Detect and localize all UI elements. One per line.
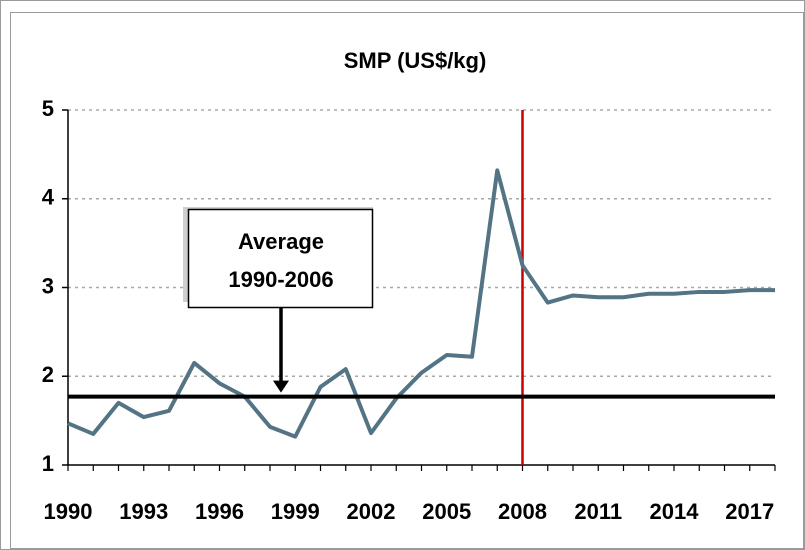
x-tick-label: 2011 bbox=[574, 499, 622, 524]
annotation: Average 1990-2006 bbox=[183, 207, 374, 309]
x-tick-label: 1990 bbox=[44, 499, 93, 524]
annotation-box bbox=[187, 208, 374, 309]
x-tick-label: 2017 bbox=[725, 499, 774, 524]
x-tick-label: 2005 bbox=[422, 499, 471, 524]
x-tick-label: 2014 bbox=[650, 499, 700, 524]
annotation-text: 1990-2006 bbox=[228, 267, 333, 292]
annotation-arrowhead bbox=[273, 380, 289, 393]
x-tick-label: 2002 bbox=[347, 499, 396, 524]
y-tick-label: 4 bbox=[42, 185, 55, 210]
annotation-text: Average bbox=[238, 229, 324, 254]
y-tick-label: 5 bbox=[42, 96, 54, 121]
x-tick-label: 1996 bbox=[195, 499, 244, 524]
y-tick-label: 2 bbox=[42, 362, 54, 387]
x-tick-label: 1999 bbox=[271, 499, 320, 524]
inner-frame bbox=[10, 12, 804, 549]
y-tick-label: 1 bbox=[42, 451, 54, 476]
x-tick-label: 2008 bbox=[498, 499, 547, 524]
series-line bbox=[67, 168, 775, 439]
chart-title: SMP (US$/kg) bbox=[344, 48, 487, 73]
y-tick-label: 3 bbox=[42, 273, 54, 298]
x-tick-label: 1993 bbox=[119, 499, 168, 524]
